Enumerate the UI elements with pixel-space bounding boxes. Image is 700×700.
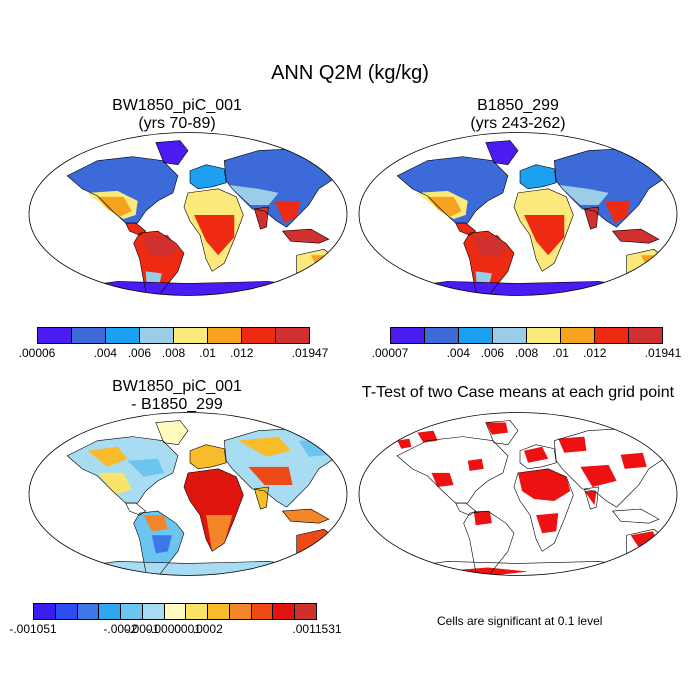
cb3-tick-label: -.0000 (147, 622, 182, 636)
cb3-tick-label: .0002 (192, 622, 223, 636)
panel-3-title: BW1850_piC_001 - B1850_299 (17, 378, 337, 414)
cb1-swatch (140, 328, 174, 343)
cb1-tick-label: .008 (161, 346, 186, 360)
panel-2-title-line2: (yrs 243-262) (470, 115, 566, 132)
cb1-tick-label: .006 (127, 346, 152, 360)
colorbar-panel-3-ticks: -.001051 -.0002 -.0001 -.0000.0001.0002 .001… (9, 622, 341, 638)
cb3-swatch (34, 604, 56, 619)
cb3-swatch (295, 604, 316, 619)
cb2-tick-label: .00007 (371, 346, 409, 360)
cb3-swatch (121, 604, 143, 619)
colorbar-panel-1 (37, 327, 310, 344)
map-panel-4 (358, 412, 678, 576)
cb1-swatch (242, 328, 276, 343)
cb1-swatch (106, 328, 140, 343)
cb3-swatch (77, 604, 100, 619)
cb3-swatch (55, 604, 78, 619)
cb2-tick-label: .006 (480, 346, 505, 360)
cb2-tick-label: .008 (514, 346, 539, 360)
cb2-tick-label: .012 (583, 346, 607, 360)
cb2-swatch (493, 328, 527, 343)
cb1-tick-label: .004 (93, 346, 117, 360)
figure-title: ANN Q2M (kg/kg) (271, 62, 429, 84)
panel-2-title-line1: B1850_299 (477, 97, 559, 114)
colorbar-panel-2-ticks: .00007 .004 .006 .008 .01 .012 .01941 (372, 346, 682, 362)
cb1-swatch (276, 328, 309, 343)
panel-1-title-line1: BW1850_piC_001 (112, 97, 242, 114)
cb3-swatch (208, 604, 230, 619)
cb3-swatch (142, 604, 165, 619)
colorbar-panel-2 (390, 327, 663, 344)
cb2-swatch (595, 328, 629, 343)
cb3-swatch (229, 604, 252, 619)
cb2-swatch (561, 328, 595, 343)
map-panel-3 (28, 412, 348, 576)
cb3-tick-label: .0001 (170, 622, 201, 636)
cb2-tick-label: .01941 (644, 346, 682, 360)
cb2-swatch (391, 328, 425, 343)
map-panel-2 (358, 132, 678, 296)
cb1-swatch (174, 328, 208, 343)
panel-3-title-line2: - B1850_299 (131, 396, 223, 413)
cb1-swatch (38, 328, 72, 343)
significance-note: Cells are significant at 0.1 level (437, 614, 603, 628)
cb2-swatch (527, 328, 561, 343)
cb3-tick-label: -.0001 (125, 622, 160, 636)
cb2-tick-label: .01 (552, 346, 569, 360)
cb2-tick-label: .004 (446, 346, 470, 360)
cb3-swatch (273, 604, 296, 619)
panel-3-title-line1: BW1850_piC_001 (112, 378, 242, 395)
cb3-swatch (164, 604, 187, 619)
map-panel-1 (28, 132, 348, 296)
cb2-swatch (459, 328, 493, 343)
cb2-swatch (629, 328, 662, 343)
cb3-tick-label: -.001051 (9, 622, 57, 636)
cb3-tick-label: .0011531 (292, 622, 342, 636)
panel-1-title-line2: (yrs 70-89) (138, 115, 216, 132)
panel-2-title: B1850_299 (yrs 243-262) (358, 97, 678, 133)
cb1-swatch (72, 328, 106, 343)
cb1-tick-label: .01947 (291, 346, 329, 360)
cb1-tick-label: .01 (199, 346, 216, 360)
panel-1-title: BW1850_piC_001 (yrs 70-89) (17, 97, 337, 133)
cb1-tick-label: .012 (230, 346, 254, 360)
colorbar-panel-3 (33, 603, 317, 620)
cb1-tick-label: .00006 (18, 346, 56, 360)
colorbar-panel-1-ticks: .00006 .004 .006 .008 .01 .012 .01947 (19, 346, 329, 362)
cb3-swatch (251, 604, 274, 619)
cb2-swatch (425, 328, 459, 343)
cb3-swatch (186, 604, 209, 619)
cb3-swatch (99, 604, 122, 619)
panel-4-title: T-Test of two Case means at each grid po… (361, 384, 675, 401)
cb1-swatch (208, 328, 242, 343)
cb3-tick-label: -.0002 (103, 622, 138, 636)
